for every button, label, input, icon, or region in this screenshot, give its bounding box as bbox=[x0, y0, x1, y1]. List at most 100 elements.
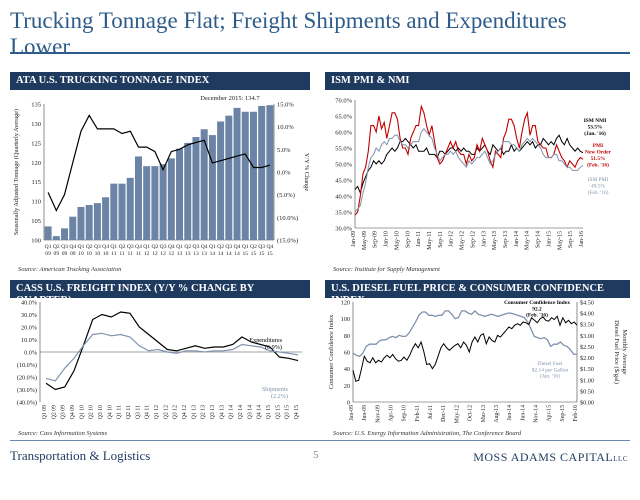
ism-nmi-label: ISM NMI 53.5% (Jan. '16) bbox=[584, 118, 607, 137]
diesel-y2-axis-label-2: Monthly Average bbox=[621, 329, 628, 374]
ata-y2-tick-label: 0.0% bbox=[277, 170, 291, 177]
ata-x-tick-label: Q2 bbox=[151, 244, 158, 250]
ata-x-tick-label: Q3 bbox=[160, 244, 167, 250]
ism-y-tick-label: 60.0% bbox=[335, 130, 352, 137]
cass-y-tick-label: 40.0% bbox=[21, 300, 37, 307]
cass-x-tick-label: Q2 13 bbox=[201, 405, 207, 419]
cass-series-line bbox=[45, 311, 299, 391]
ism-x-tick-label: Jan-11 bbox=[416, 231, 422, 247]
ata-x-tick-year: 11 bbox=[119, 251, 125, 257]
diesel-y2-tick-label: $4.00 bbox=[580, 311, 594, 318]
ism-x-tick-label: Jan-16 bbox=[579, 231, 585, 247]
ata-x-tick-label: Q4 bbox=[201, 244, 208, 250]
ism-x-tick-label: Jan-09 bbox=[351, 231, 357, 247]
ata-x-tick-label: Q1 bbox=[242, 244, 249, 250]
cass-x-tick-label: Q1 13 bbox=[191, 405, 197, 419]
ism-y-tick-label: 55.0% bbox=[335, 146, 352, 153]
cass-y-tick-label: (30.0%) bbox=[17, 387, 37, 394]
ism-x-tick-label: Sep-14 bbox=[536, 231, 542, 248]
cass-x-tick-label: Q3 15 bbox=[285, 405, 291, 419]
ata-bar bbox=[110, 183, 118, 240]
diesel-y-tick-label: 100 bbox=[341, 316, 350, 323]
ata-y-axis-label: Seasonally Adjusted Tonnage (Quarterly A… bbox=[13, 109, 20, 235]
cass-x-tick-label: Q4 12 bbox=[182, 405, 188, 419]
ata-bar bbox=[44, 226, 52, 240]
ata-bar bbox=[192, 137, 200, 240]
ata-bar bbox=[134, 156, 142, 240]
diesel-x-tick-label: Feb-16 bbox=[573, 405, 579, 422]
ism-y-tick-label: 30.0% bbox=[335, 226, 352, 233]
diesel-y-tick-label: 40 bbox=[344, 366, 350, 373]
ata-x-tick-label: Q4 bbox=[135, 244, 142, 250]
ata-y2-tick-label: (5.0%) bbox=[277, 192, 295, 199]
cass-x-tick-label: Q3 11 bbox=[135, 405, 141, 419]
ata-y2-tick-label: (15.0%) bbox=[277, 238, 298, 245]
ata-bar bbox=[151, 166, 159, 240]
ata-x-tick-year: 15 bbox=[242, 251, 248, 257]
ata-bar bbox=[167, 158, 175, 240]
ata-bar bbox=[52, 236, 60, 240]
cass-series-line bbox=[45, 332, 299, 382]
ata-x-tick-year: 14 bbox=[218, 251, 224, 257]
ata-x-tick-year: 11 bbox=[111, 251, 117, 257]
diesel-x-tick-label: Dec-11 bbox=[441, 405, 447, 422]
ism-x-tick-label: Sep-13 bbox=[503, 231, 509, 248]
diesel-y2-tick-label: $2.50 bbox=[580, 344, 594, 351]
diesel-panel-header: U.S. DIESEL FUEL PRICE & CONSUMER CONFID… bbox=[325, 280, 630, 306]
diesel-x-tick-label: Jul-11 bbox=[428, 405, 434, 419]
diesel-x-tick-label: Aug-13 bbox=[494, 405, 500, 423]
diesel-x-tick-label: Sep-15 bbox=[560, 405, 566, 422]
ata-x-tick-year: 14 bbox=[234, 251, 240, 257]
footer-brand-suffix: LLC bbox=[613, 455, 628, 463]
cass-y-tick-label: 10.0% bbox=[21, 337, 37, 344]
cass-y-tick-label: 20.0% bbox=[21, 325, 37, 332]
ata-x-tick-year: 10 bbox=[95, 251, 101, 257]
ata-x-tick-year: 12 bbox=[169, 251, 175, 257]
ism-pmi-label: ISM PMI 49.5% (Feb. '16) bbox=[588, 177, 609, 196]
ism-series-line bbox=[354, 134, 584, 195]
ism-pmi-new-order-label: PMI New Order 51.5% (Feb. '16) bbox=[585, 143, 612, 169]
ism-series-line bbox=[354, 104, 584, 216]
ata-x-tick-label: Q2 bbox=[250, 244, 257, 250]
ata-bar bbox=[118, 183, 126, 240]
cass-x-tick-label: Q2 11 bbox=[126, 405, 132, 419]
ata-x-tick-label: Q2 bbox=[217, 244, 224, 250]
page-number: 5 bbox=[313, 449, 319, 461]
page-title: Trucking Tonnage Flat; Freight Shipments… bbox=[10, 8, 567, 59]
cass-source-note: Source: Cass Information Systems bbox=[18, 430, 108, 437]
ata-x-tick-year: 14 bbox=[226, 251, 232, 257]
cass-x-tick-label: Q2 12 bbox=[163, 405, 169, 419]
diesel-x-tick-label: Jun-14 bbox=[520, 405, 526, 421]
cass-x-tick-label: Q3 14 bbox=[247, 405, 253, 419]
diesel-confidence-chart: 0 20 40 60 80 100 120 $0.00 $0.50 $1.00 $1.50 $2.00… bbox=[328, 300, 628, 424]
ata-bar bbox=[143, 166, 151, 240]
cass-y-tick-label: 30.0% bbox=[21, 312, 37, 319]
diesel-y-tick-label: 60 bbox=[344, 350, 350, 357]
ata-panel-header: ATA U.S. TRUCKING TONNAGE INDEX bbox=[10, 72, 310, 90]
diesel-x-tick-label: Nov-09 bbox=[375, 405, 381, 423]
ata-bar bbox=[217, 121, 225, 240]
ata-x-tick-year: 13 bbox=[177, 251, 183, 257]
diesel-x-tick-label: Jan-14 bbox=[507, 405, 513, 421]
cass-panel-header: CASS U.S. FREIGHT INDEX (Y/Y % CHANGE BY… bbox=[10, 280, 310, 306]
diesel-x-tick-label: May-12 bbox=[454, 405, 460, 423]
ata-bar bbox=[233, 107, 241, 240]
cass-y-tick-label: (20.0%) bbox=[17, 375, 37, 382]
footer-brand: MOSS ADAMS CAPITALLLC bbox=[473, 450, 628, 465]
ata-bar bbox=[266, 105, 274, 240]
cass-expenditures-label: Expenditures (6.9%) bbox=[249, 337, 282, 351]
footer-divider bbox=[10, 440, 630, 441]
ism-y-tick-label: 45.0% bbox=[335, 178, 352, 185]
cass-x-tick-label: Q4 13 bbox=[219, 405, 225, 419]
cass-freight-index-chart: 40.0% 30.0% 20.0% 10.0% 0.0% (10.0%) (20.0%) (3… bbox=[17, 300, 302, 419]
ata-bar bbox=[258, 105, 266, 240]
ism-x-tick-label: Sep-12 bbox=[470, 231, 476, 248]
cass-x-tick-label: Q2 10 bbox=[89, 405, 95, 419]
ata-x-tick-year: 14 bbox=[210, 251, 216, 257]
diesel-x-tick-label: Feb-11 bbox=[415, 405, 421, 421]
cass-y-tick-label: (10.0%) bbox=[17, 362, 37, 369]
ism-y-tick-label: 35.0% bbox=[335, 210, 352, 217]
cass-y-tick-label: (40.0%) bbox=[17, 400, 37, 407]
ata-x-tick-label: Q1 bbox=[143, 244, 150, 250]
ata-y-tick-label: 100 bbox=[31, 238, 41, 245]
